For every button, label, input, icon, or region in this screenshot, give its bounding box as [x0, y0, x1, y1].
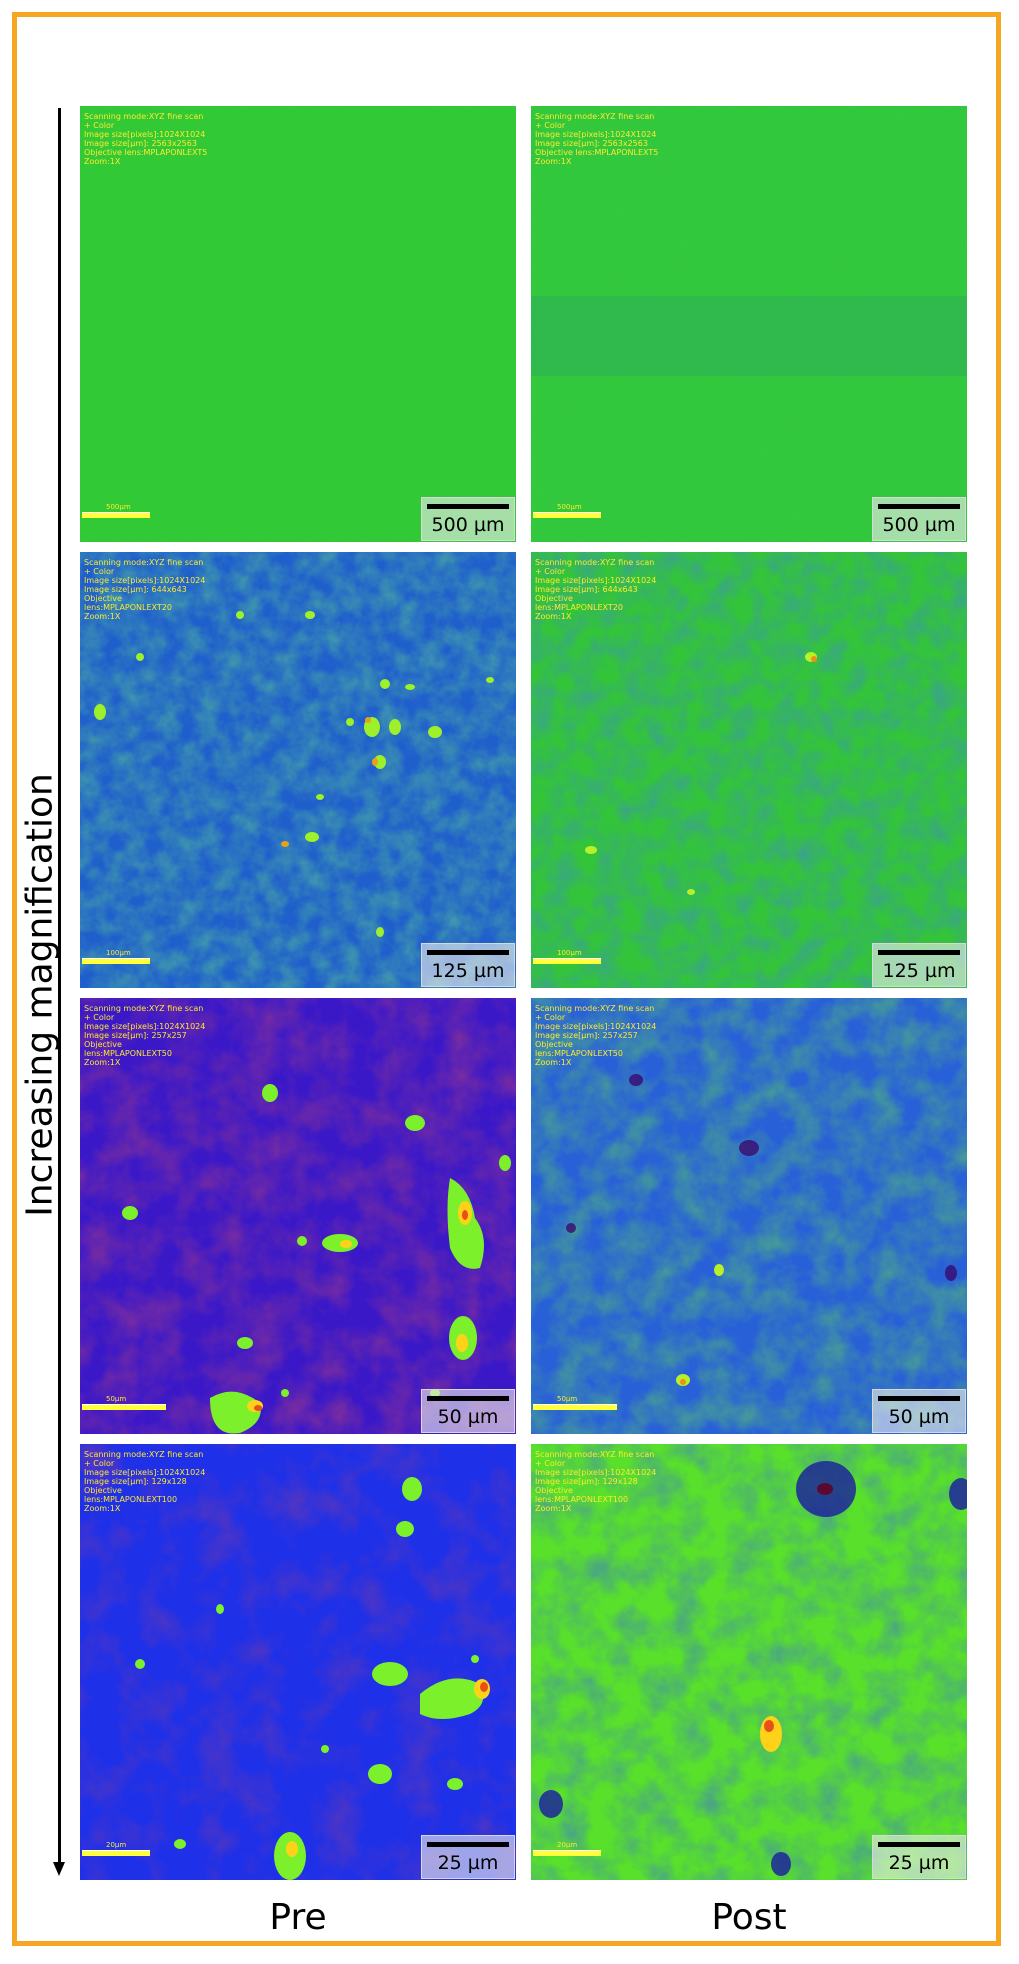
scale-bar-box: 25 µm: [872, 1835, 966, 1879]
magnification-axis-label: Increasing magnification: [19, 773, 61, 1217]
scale-bar-box: 50 µm: [872, 1389, 966, 1433]
column-label-pre: Pre: [269, 1897, 327, 1938]
micrograph-pre-50um: Scanning mode:XYZ fine scan + Color Imag…: [80, 998, 516, 1434]
scale-bar-box: 125 µm: [421, 943, 515, 987]
micrograph-post-50um: Scanning mode:XYZ fine scan + Color Imag…: [531, 998, 967, 1434]
scale-bar-label: 125 µm: [431, 960, 505, 982]
embedded-scale-label: 500µm: [106, 503, 131, 511]
acquisition-info-text: Scanning mode:XYZ fine scan + Color Imag…: [535, 112, 659, 166]
embedded-scale-bar: 50µm: [533, 1395, 617, 1410]
embedded-scale-bar: 20µm: [82, 1841, 150, 1856]
embedded-scale-label: 20µm: [106, 1841, 127, 1849]
micrograph-pre-125um: Scanning mode:XYZ fine scan + Color Imag…: [80, 552, 516, 988]
embedded-scale-label: 50µm: [557, 1395, 578, 1403]
scale-bar: [878, 504, 960, 509]
acquisition-info-text: Scanning mode:XYZ fine scan + Color Imag…: [84, 1004, 206, 1067]
scale-bar-label: 125 µm: [882, 960, 956, 982]
scale-bar-box: 25 µm: [421, 1835, 515, 1879]
acquisition-info-text: Scanning mode:XYZ fine scan + Color Imag…: [535, 1004, 657, 1067]
micrograph-pre-25um: Scanning mode:XYZ fine scan + Color Imag…: [80, 1444, 516, 1880]
micrograph-post-125um: Scanning mode:XYZ fine scan + Color Imag…: [531, 552, 967, 988]
acquisition-info-text: Scanning mode:XYZ fine scan + Color Imag…: [535, 558, 657, 621]
micrograph-pre-500um: Scanning mode:XYZ fine scan + Color Imag…: [80, 106, 516, 542]
figure-border: [12, 12, 1001, 1946]
scale-bar-box: 125 µm: [872, 943, 966, 987]
acquisition-info-text: Scanning mode:XYZ fine scan + Color Imag…: [84, 558, 206, 621]
column-label-post: Post: [711, 1897, 787, 1938]
embedded-scale-bar: 100µm: [533, 949, 601, 964]
scale-bar-label: 500 µm: [431, 514, 505, 536]
embedded-scale-label: 20µm: [557, 1841, 578, 1849]
acquisition-info-text: Scanning mode:XYZ fine scan + Color Imag…: [84, 112, 208, 166]
embedded-scale-label: 50µm: [106, 1395, 127, 1403]
scale-bar-label: 25 µm: [888, 1852, 950, 1874]
scale-bar-label: 25 µm: [437, 1852, 499, 1874]
embedded-scale-bar: 500µm: [533, 503, 601, 518]
embedded-scale-label: 100µm: [106, 949, 131, 957]
scale-bar-box: 50 µm: [421, 1389, 515, 1433]
embedded-scale-label: 500µm: [557, 503, 582, 511]
scale-bar: [427, 950, 509, 955]
magnification-arrow-head: [53, 1862, 65, 1876]
embedded-scale-bar: 50µm: [82, 1395, 166, 1410]
embedded-scale-label: 100µm: [557, 949, 582, 957]
scale-bar: [878, 1842, 960, 1847]
acquisition-info-text: Scanning mode:XYZ fine scan + Color Imag…: [535, 1450, 657, 1513]
embedded-scale-bar: 500µm: [82, 503, 150, 518]
scale-bar-label: 500 µm: [882, 514, 956, 536]
scale-bar-box: 500 µm: [421, 497, 515, 541]
magnification-arrow: [58, 108, 61, 1866]
embedded-scale-bar: 100µm: [82, 949, 150, 964]
micrograph-post-500um: Scanning mode:XYZ fine scan + Color Imag…: [531, 106, 967, 542]
scale-bar: [878, 1396, 960, 1401]
scale-bar-label: 50 µm: [437, 1406, 499, 1428]
acquisition-info-text: Scanning mode:XYZ fine scan + Color Imag…: [84, 1450, 206, 1513]
scale-bar: [878, 950, 960, 955]
scale-bar: [427, 1396, 509, 1401]
scale-bar-box: 500 µm: [872, 497, 966, 541]
scale-bar: [427, 504, 509, 509]
micrograph-post-25um: Scanning mode:XYZ fine scan + Color Imag…: [531, 1444, 967, 1880]
scale-bar-label: 50 µm: [888, 1406, 950, 1428]
embedded-scale-bar: 20µm: [533, 1841, 601, 1856]
scale-bar: [427, 1842, 509, 1847]
